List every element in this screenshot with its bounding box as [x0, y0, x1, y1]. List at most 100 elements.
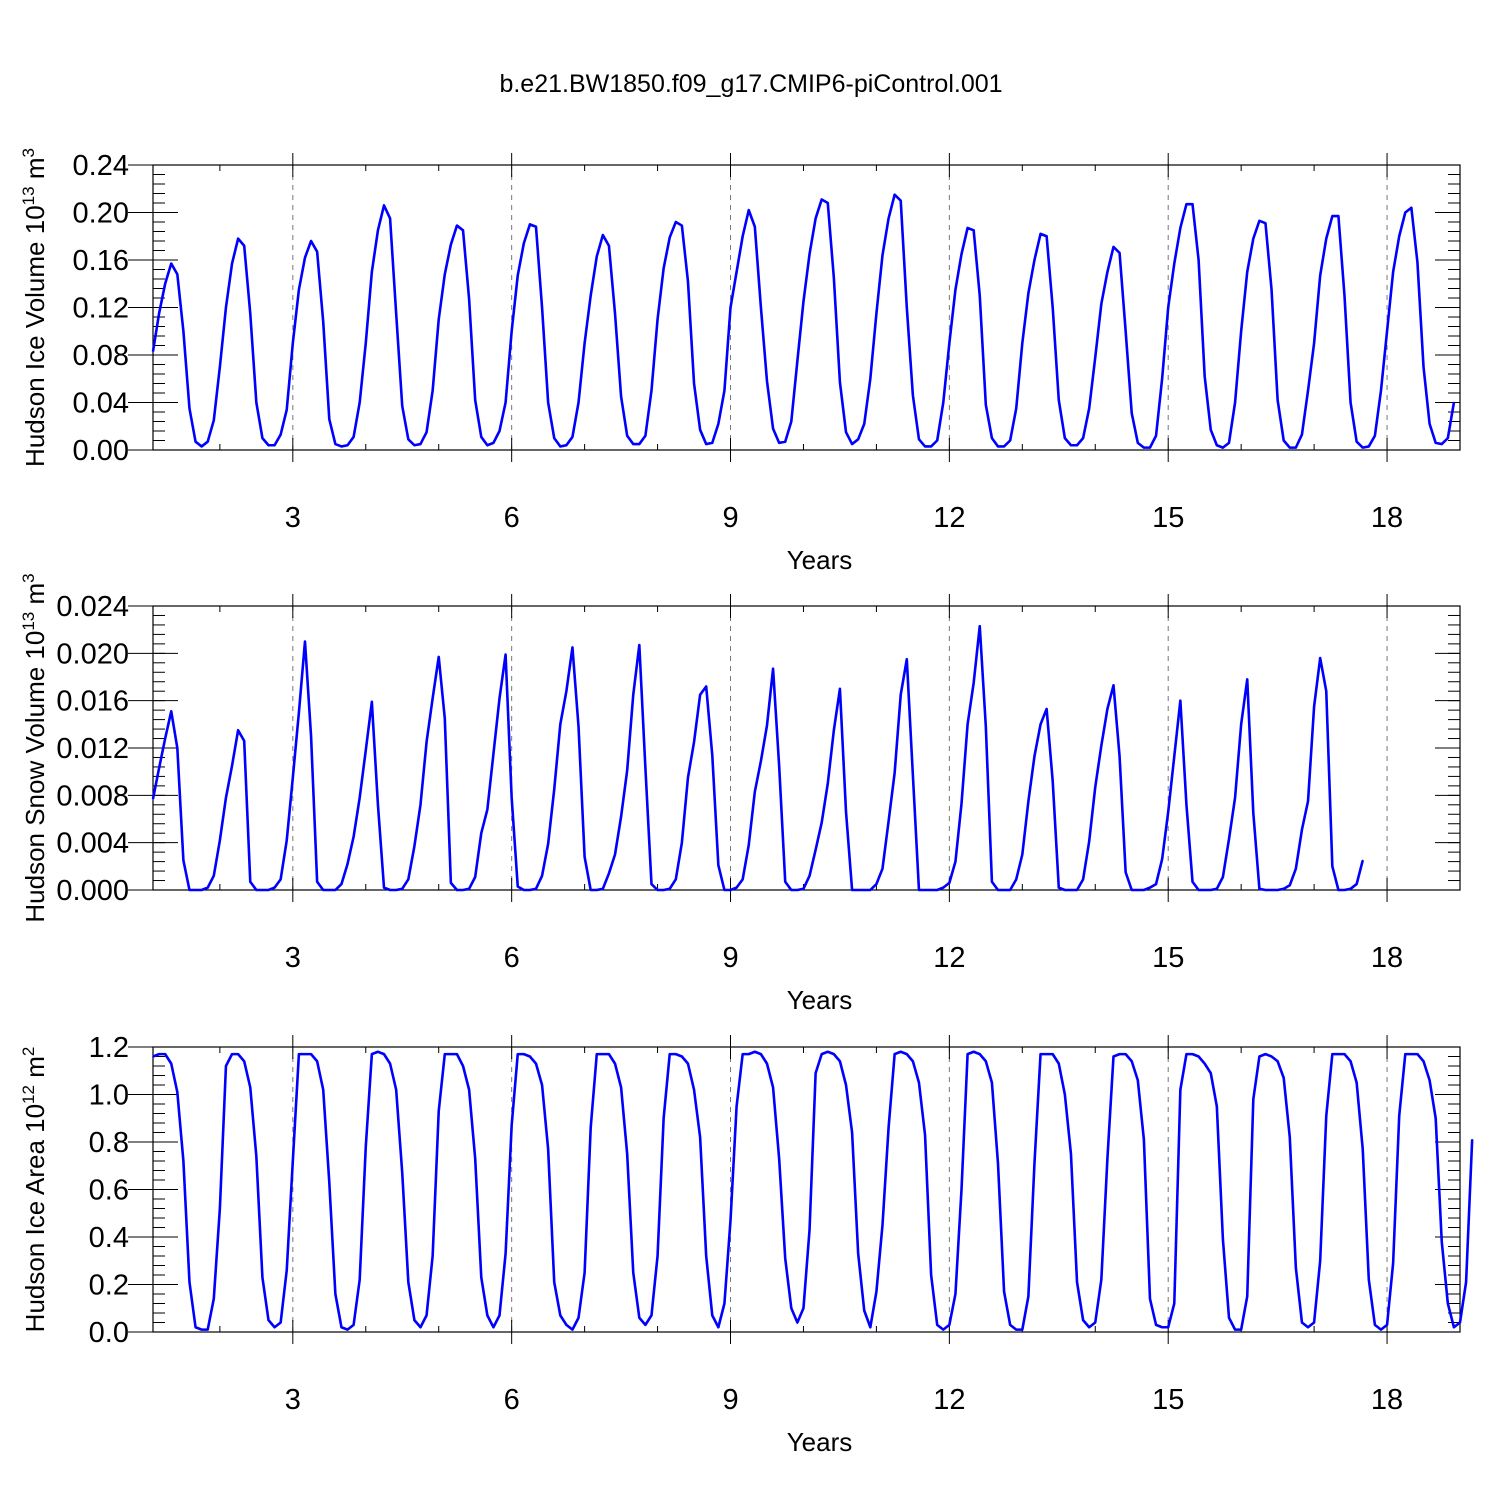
data-point [395, 889, 397, 891]
data-point [893, 193, 896, 196]
data-point [681, 1055, 683, 1058]
data-point [200, 1328, 203, 1331]
data-point [839, 381, 841, 384]
data-point [1252, 1098, 1255, 1101]
y-axis-label-superscript: 3 [19, 573, 38, 582]
data-point [705, 1255, 707, 1257]
data-point [1282, 1077, 1285, 1079]
data-point [480, 436, 483, 438]
data-point [833, 1053, 835, 1055]
data-point [231, 262, 233, 265]
data-point [942, 401, 945, 404]
data-point [711, 442, 714, 444]
data-point [808, 875, 811, 877]
data-point [893, 1053, 896, 1055]
data-point [541, 875, 543, 877]
data-point [760, 1053, 762, 1055]
data-point [705, 443, 707, 445]
data-point [310, 240, 312, 242]
data-point [881, 867, 884, 870]
data-point [717, 864, 720, 866]
data-point [431, 389, 434, 392]
data-point [322, 320, 325, 323]
data-point [875, 883, 878, 885]
data-point [729, 889, 732, 891]
data-point [364, 1145, 367, 1148]
data-point [1440, 1240, 1443, 1243]
data-point [948, 1324, 951, 1326]
data-point [991, 437, 993, 439]
data-point [1161, 1326, 1163, 1329]
data-point [565, 1324, 568, 1326]
data-point [1155, 434, 1157, 437]
data-point [711, 1314, 714, 1317]
data-point [1203, 375, 1206, 378]
data-point [930, 445, 932, 448]
data-point [219, 839, 221, 842]
data-point [219, 366, 221, 368]
data-point [541, 1084, 543, 1086]
data-point [881, 1224, 884, 1226]
data-point [383, 886, 385, 889]
data-point [304, 1053, 306, 1055]
data-point [1057, 886, 1060, 889]
data-point [510, 1124, 513, 1127]
data-point [1410, 1053, 1413, 1055]
data-point [754, 1050, 756, 1053]
data-point [1295, 1267, 1297, 1269]
data-point [1240, 1328, 1242, 1331]
data-point [474, 876, 476, 878]
data-point [899, 693, 902, 696]
data-point [583, 1271, 586, 1274]
data-point [1027, 800, 1030, 803]
data-point [1070, 1153, 1072, 1155]
data-point [972, 682, 975, 684]
data-point [219, 1207, 221, 1210]
data-point [1124, 871, 1127, 874]
y-tick-label: 0.016 [56, 686, 129, 718]
data-point [1276, 399, 1279, 401]
data-point [212, 875, 215, 877]
data-point [340, 1326, 343, 1329]
data-point [1088, 1326, 1090, 1329]
data-point [237, 1053, 239, 1055]
data-point [978, 625, 981, 627]
data-point [1088, 407, 1090, 410]
data-point [1258, 220, 1261, 222]
data-point [1039, 1053, 1042, 1055]
data-point [1015, 1328, 1018, 1331]
data-point [395, 312, 397, 315]
data-point [1392, 1262, 1394, 1264]
data-point [1130, 412, 1133, 414]
data-point [200, 445, 203, 448]
data-point [267, 444, 270, 447]
data-point [1100, 744, 1103, 747]
data-point [1155, 883, 1157, 885]
data-point [164, 1053, 166, 1055]
data-point [784, 880, 787, 883]
data-point [638, 1316, 641, 1319]
data-point [285, 839, 288, 842]
data-point [1143, 446, 1145, 449]
data-point [766, 724, 768, 727]
data-point [608, 872, 610, 875]
chart-panel-2: 3 6 9 12 15 18 0.000 0.004 0.008 0.012 0.016 0.020 0… [19, 573, 1461, 1015]
data-point [395, 1088, 397, 1091]
data-point [401, 405, 404, 407]
data-point [407, 878, 410, 881]
data-point [656, 889, 659, 891]
data-point [820, 821, 823, 824]
data-point [1313, 705, 1315, 708]
data-point [954, 1293, 957, 1295]
data-point [1161, 858, 1163, 861]
data-point [1173, 755, 1176, 758]
data-point [1021, 853, 1024, 856]
data-point [1392, 271, 1394, 273]
data-point [170, 262, 173, 265]
data-point [176, 1091, 179, 1093]
data-point [723, 1302, 726, 1305]
data-point [693, 382, 695, 385]
data-point [869, 889, 872, 891]
y-tick-label: 0.04 [73, 388, 129, 420]
data-point [1197, 259, 1200, 261]
